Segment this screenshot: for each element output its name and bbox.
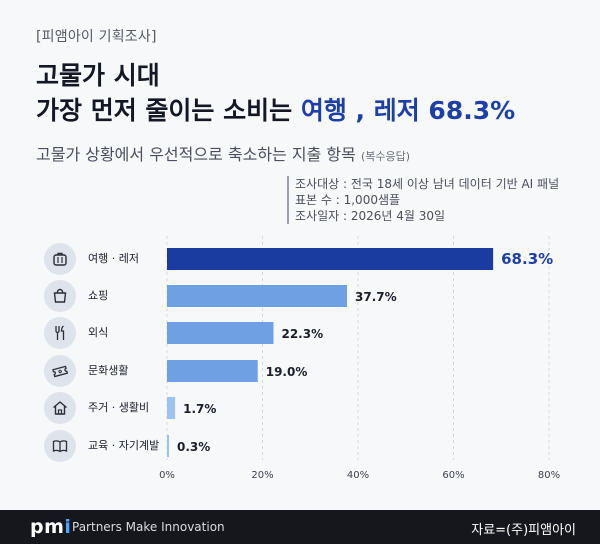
subtitle-note: (복수응답)	[360, 150, 411, 163]
survey-info: 조사대상 : 전국 18세 이상 남녀 데이터 기반 AI 패널 표본 수 : …	[287, 176, 559, 224]
headline-prefix: 가장 먼저 줄이는 소비는	[36, 96, 301, 125]
x-tick-label: 60%	[442, 470, 464, 481]
bar-chart: 0% 20% 40% 60% 80% 68.3% 37.7% 22.3% 19.0% 1.7% 0.…	[159, 236, 560, 481]
report-tag: [피앰아이 기획조사]	[36, 29, 157, 45]
x-tick-label: 80%	[538, 470, 560, 481]
logo-accent: i	[64, 516, 72, 538]
subtitle-text: 고물가 상황에서 우선적으로 축소하는 지출 항목	[36, 145, 356, 164]
source-credit: 자료=(주)피앰아이	[471, 523, 576, 538]
value-label: 1.7%	[183, 402, 216, 416]
headline-highlight: 여행 , 레저 68.3%	[300, 96, 516, 125]
value-label: 37.7%	[355, 290, 397, 304]
pmi-logo: pmi	[30, 516, 71, 538]
suitcase-icon	[44, 243, 76, 275]
category-label-housing: 주거 · 생활비	[88, 401, 150, 414]
bar	[167, 360, 258, 382]
value-label: 19.0%	[266, 365, 308, 379]
x-tick-label: 20%	[251, 470, 273, 481]
survey-date: 조사일자 : 2026년 4월 30일	[295, 209, 446, 223]
logo-main: pm	[30, 516, 65, 538]
survey-sample: 표본 수 : 1,000샘플	[295, 193, 401, 207]
ticket-icon	[44, 355, 76, 387]
value-label: 0.3%	[177, 440, 210, 454]
survey-target: 조사대상 : 전국 18세 이상 남녀 데이터 기반 AI 패널	[295, 177, 560, 191]
footer: pmi Partners Make Innovation 자료=(주)피앰아이	[0, 510, 600, 544]
x-tick-label: 40%	[347, 470, 369, 481]
headline-line2: 가장 먼저 줄이는 소비는 여행 , 레저 68.3%	[36, 93, 515, 128]
headline: 고물가 시대 가장 먼저 줄이는 소비는 여행 , 레저 68.3%	[36, 58, 515, 128]
book-icon	[44, 430, 76, 462]
category-label-culture: 문화생활	[88, 364, 129, 377]
bar	[167, 322, 274, 344]
category-label-shopping: 쇼핑	[88, 289, 109, 302]
bar	[167, 248, 494, 270]
house-icon	[44, 392, 76, 424]
category-label-travel: 여행 · 레저	[88, 252, 139, 265]
chart-subtitle: 고물가 상황에서 우선적으로 축소하는 지출 항목 (복수응답)	[36, 141, 410, 165]
category-label-dining: 외식	[88, 326, 109, 339]
bar	[167, 435, 169, 457]
bar	[167, 285, 348, 307]
value-label: 68.3%	[501, 250, 553, 268]
headline-line1: 고물가 시대	[36, 61, 160, 90]
footer-tagline: Partners Make Innovation	[72, 520, 225, 534]
value-label: 22.3%	[281, 327, 323, 341]
category-label-education: 교육 · 자기계발	[88, 439, 160, 452]
fork-knife-icon	[44, 317, 76, 349]
x-tick-label: 0%	[159, 470, 175, 481]
shopping-bag-icon	[44, 280, 76, 312]
bar	[167, 397, 176, 419]
